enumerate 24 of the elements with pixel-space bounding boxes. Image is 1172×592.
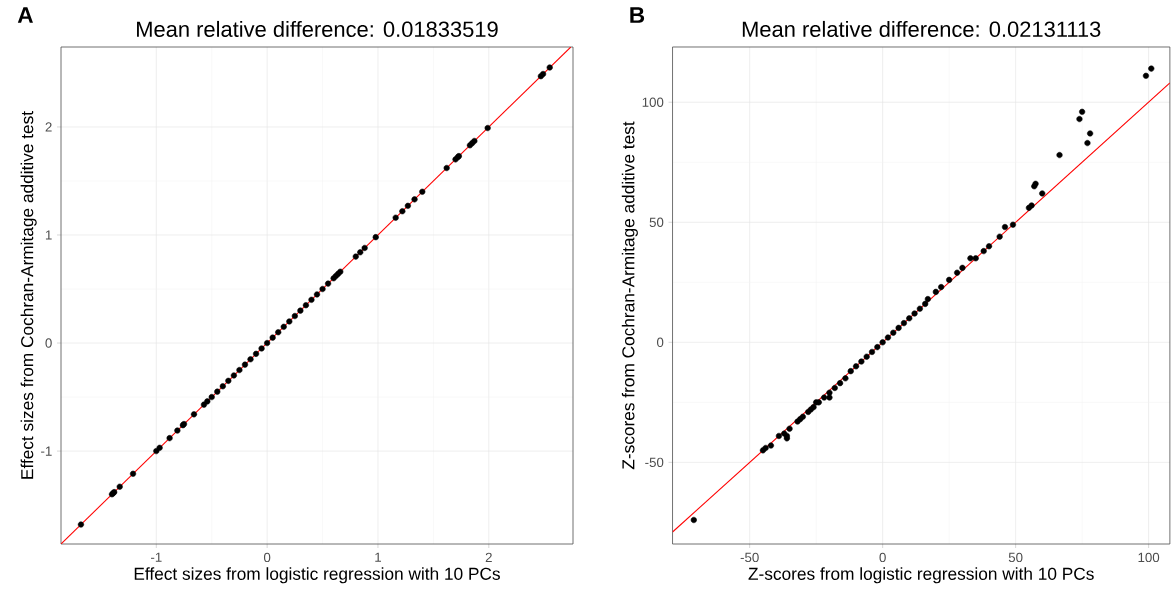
x-tick-label: 50 xyxy=(1008,552,1023,563)
y-tick-label: 100 xyxy=(642,97,664,107)
x-tick-label: 1 xyxy=(375,552,382,562)
text: A xyxy=(17,7,33,23)
chart-title: Mean relative difference: 0.02131113 xyxy=(742,20,1101,37)
y-tick-label: 0 xyxy=(45,338,52,348)
chart-title: Mean relative difference: 0.01833519 xyxy=(137,20,498,37)
x-tick-label: 2 xyxy=(485,552,492,562)
x-tick-label: -50 xyxy=(740,552,759,563)
x-axis-title: Z-scores from logistic regression with 10 PCs xyxy=(748,567,1094,584)
x-axis-title: Effect sizes from logistic regression with 10 PCs xyxy=(134,567,500,584)
y-axis-title: Effect sizes from Cochran-Armitage additive test xyxy=(20,111,37,479)
y-axis-title: Z-scores from Cochran-Armitage additive test xyxy=(621,121,638,470)
text: B xyxy=(630,7,645,23)
y-tick-label: -1 xyxy=(41,446,52,456)
x-tick-label: 100 xyxy=(1138,552,1160,563)
y-tick-label: 50 xyxy=(649,217,664,227)
x-tick-label: 0 xyxy=(263,552,271,563)
y-tick-label: 2 xyxy=(45,122,52,132)
y-tick-label: 1 xyxy=(45,230,52,240)
y-tick-label: -50 xyxy=(645,457,664,468)
y-tick-label: 0 xyxy=(656,337,664,348)
x-tick-label: -1 xyxy=(150,552,162,562)
x-tick-label: 0 xyxy=(879,552,886,563)
